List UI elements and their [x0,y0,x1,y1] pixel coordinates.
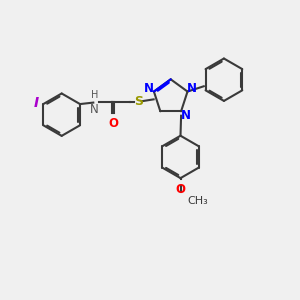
Text: H: H [91,90,98,100]
Text: CH₃: CH₃ [187,196,208,206]
Text: I: I [34,96,39,110]
Text: O: O [176,183,185,196]
Text: N: N [144,82,154,94]
Text: S: S [134,95,143,108]
Text: N: N [187,82,197,94]
Text: O: O [108,117,118,130]
Text: N: N [90,103,99,116]
Text: N: N [181,109,191,122]
